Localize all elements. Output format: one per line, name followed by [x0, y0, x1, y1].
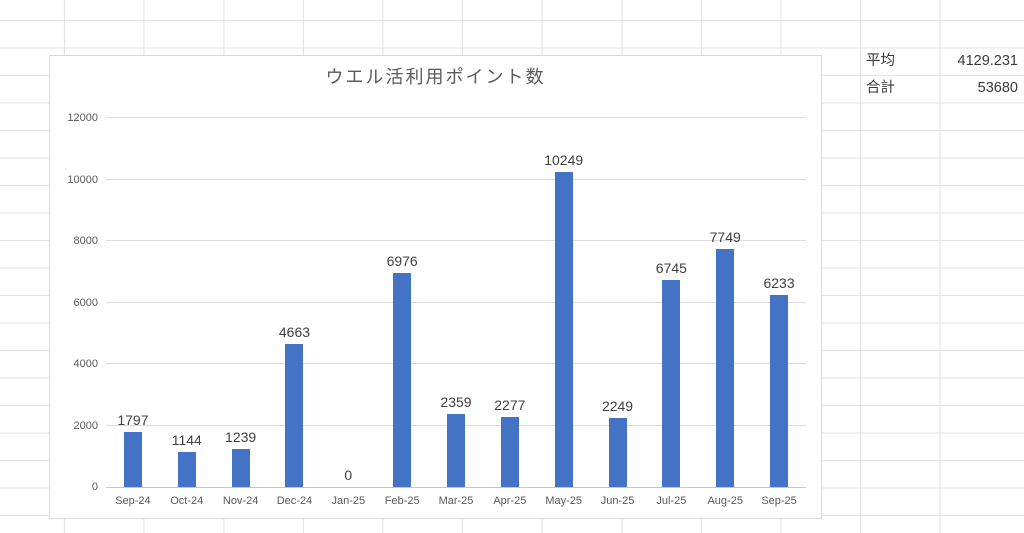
data-label-Feb-25: 6976 [386, 252, 418, 269]
y-tick-10000: 10000 [67, 173, 98, 186]
cell-average-value[interactable]: 4129.231 [957, 53, 1018, 69]
bar-Feb-25[interactable] [393, 272, 412, 487]
gridline-6000 [106, 301, 806, 303]
data-label-May-25: 10249 [544, 151, 584, 168]
y-tick-0: 0 [91, 481, 98, 493]
data-label-Dec-24: 4663 [278, 323, 311, 340]
x-tick-May-25: May-25 [545, 495, 583, 507]
x-tick-Mar-25: Mar-25 [438, 495, 474, 507]
gridline-8000 [106, 240, 806, 241]
bar-Oct-24[interactable] [177, 451, 196, 487]
y-tick-6000: 6000 [73, 296, 98, 309]
y-tick-4000: 4000 [73, 358, 98, 370]
data-label-Sep-25: 6233 [763, 275, 795, 292]
bar-Aug-25[interactable] [716, 248, 735, 487]
data-label-Apr-25: 2277 [494, 396, 526, 413]
y-tick-12000: 12000 [67, 112, 98, 124]
x-tick-Sep-24: Sep-24 [115, 495, 151, 507]
bar-Dec-24[interactable] [285, 343, 304, 487]
x-tick-Dec-24: Dec-24 [276, 495, 313, 507]
x-tick-Aug-25: Aug-25 [707, 495, 743, 507]
bar-May-25[interactable] [554, 171, 573, 487]
x-tick-Feb-25: Feb-25 [384, 495, 420, 507]
x-tick-Oct-24: Oct-24 [170, 495, 204, 507]
y-tick-2000: 2000 [73, 419, 98, 432]
x-tick-Jan-25: Jan-25 [331, 495, 366, 507]
plot-area: 1797 1144 1239 4663 0 6976 2359 2277 10249 2249 67… [106, 117, 806, 488]
bar-Jun-25[interactable] [608, 417, 627, 487]
bar-Mar-25[interactable] [447, 414, 465, 487]
data-label-Jul-25: 6745 [655, 259, 687, 276]
data-label-Jan-25: 0 [344, 467, 353, 483]
x-tick-Jun-25: Jun-25 [600, 495, 635, 507]
cell-average-label[interactable]: 平均 [866, 53, 895, 69]
x-tick-Jul-25: Jul-25 [656, 495, 687, 507]
gridline-12000 [106, 117, 806, 118]
bar-Jul-25[interactable] [662, 279, 681, 487]
bar-chart[interactable]: ウエル活利用ポイント数 0 2000 4000 6000 8000 10000 12000 … [49, 55, 822, 519]
gridline-10000 [106, 178, 806, 180]
x-tick-Nov-24: Nov-24 [222, 495, 259, 507]
data-label-Mar-25: 2359 [440, 394, 472, 411]
data-label-Jun-25: 2249 [601, 397, 634, 414]
bar-Sep-25[interactable] [770, 295, 789, 487]
data-label-Aug-25: 7749 [709, 228, 741, 245]
x-tick-Sep-25: Sep-25 [761, 495, 797, 507]
data-label-Oct-24: 1144 [171, 431, 202, 448]
gridline-4000 [106, 363, 806, 364]
x-tick-Apr-25: Apr-25 [493, 495, 527, 507]
cell-total-label[interactable]: 合計 [866, 80, 895, 96]
cell-total-value[interactable]: 53680 [977, 80, 1018, 96]
data-label-Sep-24: 1797 [117, 411, 149, 428]
bar-Sep-24[interactable] [123, 431, 142, 487]
data-label-Nov-24: 1239 [225, 428, 257, 445]
chart-title: ウエル活利用ポイント数 [325, 67, 546, 87]
bar-Nov-24[interactable] [231, 448, 250, 487]
bar-Apr-25[interactable] [500, 416, 519, 487]
y-tick-8000: 8000 [73, 235, 98, 247]
